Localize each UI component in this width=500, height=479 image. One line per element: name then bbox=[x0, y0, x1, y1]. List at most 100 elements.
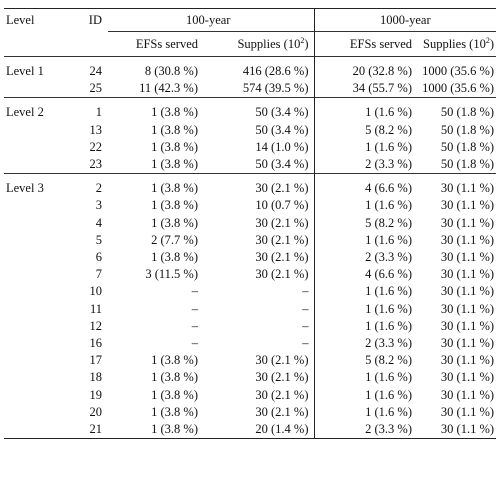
cell-id: 23 bbox=[89, 157, 103, 172]
cell-supplies-100: 50 (3.4 %) bbox=[204, 121, 315, 139]
cell-id: 5 bbox=[95, 232, 102, 247]
cell-level: Level 3 bbox=[6, 181, 44, 196]
cell-level bbox=[4, 156, 68, 174]
cell-efs-1000: 1 (1.6 %) bbox=[365, 232, 413, 247]
cell-supplies-1000: 50 (1.8 %) bbox=[440, 122, 495, 137]
cell-id: 17 bbox=[89, 353, 103, 368]
cell-supplies-100: 20 (1.4 %) bbox=[204, 421, 315, 440]
cell-supplies-1000: 1000 (35.6 %) bbox=[422, 64, 495, 78]
cell-efs-100: 1 (3.8 %) bbox=[151, 370, 198, 385]
cell-id: 13 bbox=[89, 122, 103, 137]
cell-efs-100: 1 (3.8 %) bbox=[151, 139, 198, 154]
cell-efs-1000: 1 (1.6 %) bbox=[365, 301, 413, 316]
cell-level bbox=[4, 301, 68, 318]
cell-efs-100: 3 (11.5 %) bbox=[145, 267, 198, 282]
cell-supplies-1000: 50 (1.8 %) bbox=[440, 105, 495, 120]
cell-id: 4 bbox=[95, 215, 102, 230]
header-id: ID bbox=[88, 13, 102, 28]
cell-supplies-100: 30 (2.1 %) bbox=[204, 369, 315, 387]
cell-supplies-100: 30 (2.1 %) bbox=[204, 266, 315, 284]
cell-efs-1000: 1 (1.6 %) bbox=[365, 105, 413, 120]
header-level: Level bbox=[6, 13, 35, 28]
table-row: 6 1 (3.8 %) 30 (2.1 %) 2 (3.3 %) 30 (1.1 %) bbox=[4, 249, 496, 267]
cell-level: Level 1 bbox=[6, 64, 44, 78]
cell-efs-100: 1 (3.8 %) bbox=[151, 215, 198, 230]
table-row: 19 1 (3.8 %) 30 (2.1 %) 1 (1.6 %) 30 (1.1 %) bbox=[4, 386, 496, 404]
table-row: 21 1 (3.8 %) 20 (1.4 %) 2 (3.3 %) 30 (1.1 %) bbox=[4, 421, 497, 440]
table-row: Level 2 1 1 (3.8 %) 50 (3.4 %) 1 (1.6 %) 50 (… bbox=[4, 104, 496, 122]
cell-efs-100: 2 (7.7 %) bbox=[151, 232, 198, 247]
table-row: 7 3 (11.5 %) 30 (2.1 %) 4 (6.6 %) 30 (1.1 %) bbox=[4, 266, 496, 284]
cell-efs-100: – bbox=[191, 284, 198, 299]
cell-efs-1000: 5 (8.2 %) bbox=[365, 122, 413, 137]
table-row: 16 – – 2 (3.3 %) 30 (1.1 %) bbox=[4, 335, 496, 353]
cell-id: 18 bbox=[89, 370, 103, 385]
table-body: Level 1 24 8 (30.8 %) 416 (28.6 %) 20 (32.8 … bbox=[4, 56, 497, 440]
cell-level: Level 2 bbox=[6, 105, 44, 120]
cell-id: 7 bbox=[95, 267, 102, 282]
cell-id: 24 bbox=[89, 64, 103, 78]
cell-efs-100: 1 (3.8 %) bbox=[151, 387, 198, 402]
cell-level bbox=[4, 266, 68, 283]
cell-id: 21 bbox=[68, 421, 108, 440]
cell-supplies-1000: 30 (1.1 %) bbox=[440, 404, 495, 419]
table-row: 4 1 (3.8 %) 30 (2.1 %) 5 (8.2 %) 30 (1.1 %) bbox=[4, 214, 496, 232]
cell-id: 2 bbox=[95, 181, 102, 196]
cell-efs-1000: 20 (32.8 %) bbox=[352, 64, 413, 78]
cell-supplies-100: – bbox=[204, 283, 315, 301]
cell-efs-100: 1 (3.8 %) bbox=[151, 198, 198, 213]
data-table: Level ID 100-year 1000-year EFSs served … bbox=[4, 8, 497, 440]
cell-efs-1000: 1 (1.6 %) bbox=[365, 139, 413, 154]
cell-efs-1000: 1 (1.6 %) bbox=[365, 404, 413, 419]
table-row: 20 1 (3.8 %) 30 (2.1 %) 1 (1.6 %) 30 (1.1 %) bbox=[4, 403, 496, 422]
cell-level bbox=[4, 335, 68, 352]
cell-efs-100: 1 (3.8 %) bbox=[151, 157, 198, 172]
cell-supplies-1000: 30 (1.1 %) bbox=[440, 232, 495, 247]
cell-efs-1000: 2 (3.3 %) bbox=[314, 421, 415, 440]
table-row: 25 11 (42.3 %) 574 (39.5 %) 34 (55.7 %) 1000… bbox=[4, 80, 496, 98]
header-supplies-1000: Supplies (102) bbox=[414, 31, 497, 57]
cell-supplies-100: 14 (1.0 %) bbox=[204, 138, 315, 157]
cell-efs-100: 1 (3.8 %) bbox=[151, 353, 198, 368]
cell-efs-1000: 5 (8.2 %) bbox=[365, 215, 413, 230]
cell-id: 1 bbox=[95, 105, 102, 120]
table-row: 10 – – 1 (1.6 %) 30 (1.1 %) bbox=[4, 283, 496, 301]
cell-id: 16 bbox=[89, 336, 103, 351]
cell-supplies-100: 10 (0.7 %) bbox=[204, 197, 315, 215]
table-row: 22 1 (3.8 %) 14 (1.0 %) 1 (1.6 %) 50 (1.8 %) bbox=[4, 138, 496, 157]
cell-supplies-100: 30 (2.1 %) bbox=[204, 180, 315, 198]
cell-supplies-1000: 30 (1.1 %) bbox=[440, 370, 495, 385]
cell-id: 25 bbox=[89, 81, 103, 96]
header-row-2: EFSs served Supplies (102) EFSs served S… bbox=[4, 31, 497, 57]
cell-id: 19 bbox=[89, 387, 103, 402]
cell-efs-1000: 1 (1.6 %) bbox=[365, 198, 413, 213]
cell-level bbox=[4, 80, 68, 98]
cell-efs-100: 1 (3.8 %) bbox=[151, 181, 198, 196]
cell-supplies-100: – bbox=[204, 300, 315, 318]
cell-id: 20 bbox=[89, 404, 103, 419]
cell-efs-100: 11 (42.3 %) bbox=[139, 81, 198, 96]
table-row: 13 1 (3.8 %) 50 (3.4 %) 5 (8.2 %) 50 (1.8 %) bbox=[4, 121, 496, 139]
cell-level bbox=[4, 369, 68, 386]
table-row: 11 – – 1 (1.6 %) 30 (1.1 %) bbox=[4, 300, 496, 318]
cell-supplies-100: 50 (3.4 %) bbox=[204, 156, 315, 174]
cell-efs-1000: 2 (3.3 %) bbox=[365, 157, 413, 172]
cell-level bbox=[4, 352, 68, 369]
group-separator bbox=[4, 173, 497, 181]
group-separator bbox=[4, 56, 497, 63]
cell-level bbox=[4, 249, 68, 266]
cell-supplies-100: 50 (3.4 %) bbox=[204, 104, 315, 122]
table-row: Level 3 2 1 (3.8 %) 30 (2.1 %) 4 (6.6 %) 30 (… bbox=[4, 180, 496, 198]
cell-supplies-1000: 30 (1.1 %) bbox=[440, 284, 495, 299]
cell-supplies-1000: 50 (1.8 %) bbox=[440, 139, 495, 154]
cell-supplies-1000: 30 (1.1 %) bbox=[440, 336, 495, 351]
cell-supplies-100: 30 (2.1 %) bbox=[204, 386, 315, 404]
cell-efs-100: – bbox=[191, 301, 198, 316]
cell-level bbox=[4, 122, 68, 139]
cell-supplies-1000: 30 (1.1 %) bbox=[414, 421, 497, 440]
cell-level bbox=[4, 318, 68, 335]
cell-efs-1000: 34 (55.7 %) bbox=[352, 81, 413, 96]
cell-supplies-1000: 50 (1.8 %) bbox=[440, 157, 495, 172]
cell-efs-100: – bbox=[191, 318, 198, 333]
table-row: 12 – – 1 (1.6 %) 30 (1.1 %) bbox=[4, 317, 496, 336]
